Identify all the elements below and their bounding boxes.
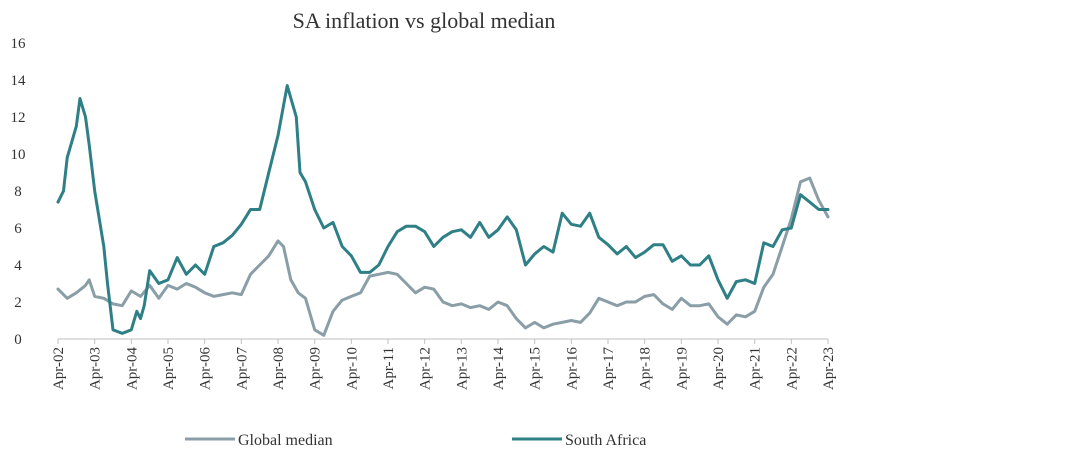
y-tick-label: 14	[11, 73, 27, 89]
x-tick-label: Apr-07	[234, 347, 250, 391]
y-tick-label: 8	[14, 184, 22, 200]
chart-title: SA inflation vs global median	[293, 8, 556, 33]
legend-label-global-median: Global median	[238, 432, 333, 449]
y-tick-label: 12	[11, 110, 26, 126]
series-line-south-africa	[56, 84, 830, 335]
y-tick-label: 16	[11, 36, 27, 52]
x-tick-label: Apr-14	[491, 347, 507, 391]
x-tick-label: Apr-06	[198, 347, 214, 391]
legend: Global median South Africa	[185, 432, 646, 449]
plot-area: 0 2 4 6 8 10 12 14 16 Apr-02 Apr-03 Apr-04 Apr-05 Apr…	[11, 36, 838, 390]
x-tick-label: Apr-08	[271, 347, 287, 390]
x-tick-label: Apr-04	[124, 347, 140, 391]
series-line-global-median	[56, 176, 830, 337]
x-tick-label: Apr-11	[381, 347, 397, 389]
x-tick-label: Apr-16	[564, 347, 580, 391]
y-tick-label: 4	[14, 258, 22, 274]
x-tick-label: Apr-03	[88, 347, 104, 390]
x-tick-label: Apr-20	[711, 347, 727, 390]
x-tick-label: Apr-18	[638, 347, 654, 390]
x-tick-label: Apr-23	[821, 347, 837, 390]
x-tick-label: Apr-22	[784, 347, 800, 390]
x-tick-label: Apr-21	[748, 347, 764, 390]
x-tick-label: Apr-15	[528, 347, 544, 390]
x-tick-label: Apr-17	[601, 347, 617, 391]
y-tick-label: 2	[14, 295, 22, 311]
x-tick-label: Apr-13	[454, 347, 470, 390]
x-tick-label: Apr-09	[308, 347, 324, 390]
legend-label-south-africa: South Africa	[565, 432, 646, 449]
x-tick-label: Apr-10	[344, 347, 360, 390]
x-tick-label: Apr-19	[674, 347, 690, 390]
y-tick-label: 10	[11, 147, 26, 163]
x-tick-label: Apr-05	[161, 347, 177, 390]
y-tick-label: 0	[14, 332, 22, 348]
x-tick-label: Apr-02	[51, 347, 67, 390]
x-tick-label: Apr-12	[418, 347, 434, 390]
y-tick-label: 6	[14, 221, 22, 237]
